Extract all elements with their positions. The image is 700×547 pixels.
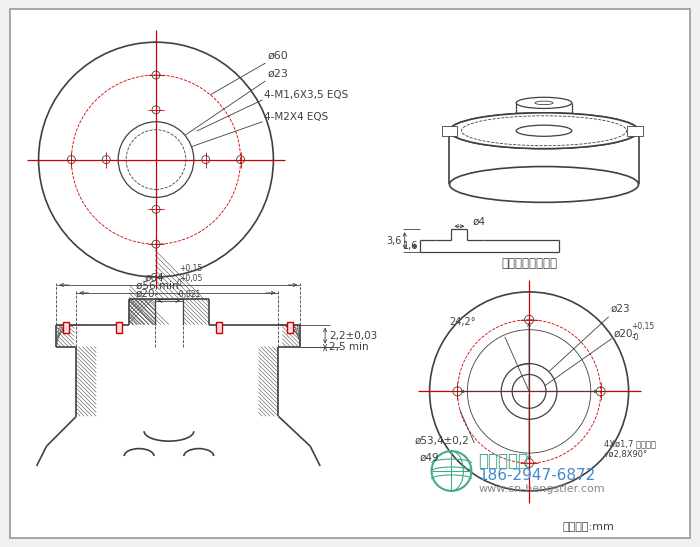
Text: ø4: ø4 xyxy=(473,216,485,226)
Text: 0
-0,021: 0 -0,021 xyxy=(177,280,202,299)
Text: 24,2°: 24,2° xyxy=(449,317,476,327)
Bar xyxy=(442,126,458,136)
Ellipse shape xyxy=(516,97,572,108)
Text: ø20-: ø20- xyxy=(135,289,159,299)
Text: ø60: ø60 xyxy=(267,51,288,61)
Text: 尺寸单位:mm: 尺寸单位:mm xyxy=(563,522,615,532)
Ellipse shape xyxy=(516,125,572,136)
Bar xyxy=(116,322,122,333)
Text: 1,6: 1,6 xyxy=(402,241,418,251)
Text: 4Xø1,7 均匀分布
√ø2,8X90°: 4Xø1,7 均匀分布 √ø2,8X90° xyxy=(603,439,656,458)
Text: ø53,4±0,2: ø53,4±0,2 xyxy=(414,436,470,446)
Text: 动盘轴向螺栓安装: 动盘轴向螺栓安装 xyxy=(501,257,557,270)
Text: ø64: ø64 xyxy=(144,273,164,283)
Text: 2,2±0,03: 2,2±0,03 xyxy=(329,331,377,341)
Text: ø56 min: ø56 min xyxy=(136,281,178,291)
Text: ø23: ø23 xyxy=(610,304,630,314)
Text: +0,15
+0,05: +0,15 +0,05 xyxy=(179,264,202,283)
Bar xyxy=(287,322,293,333)
Ellipse shape xyxy=(449,113,638,149)
Text: ø49: ø49 xyxy=(419,453,440,463)
Bar xyxy=(216,322,222,333)
Text: ø23: ø23 xyxy=(267,69,288,79)
Text: 2,5 min: 2,5 min xyxy=(329,342,369,352)
Text: www.cn-hengstler.com: www.cn-hengstler.com xyxy=(478,484,605,494)
Text: 3,6: 3,6 xyxy=(387,236,402,246)
Text: 4-M2X4 EQS: 4-M2X4 EQS xyxy=(265,112,329,122)
Bar xyxy=(64,322,69,333)
Text: +0,15
-0: +0,15 -0 xyxy=(631,322,654,342)
Text: 4-M1,6X3,5 EQS: 4-M1,6X3,5 EQS xyxy=(265,90,349,100)
Text: 186-2947-6872: 186-2947-6872 xyxy=(478,468,596,484)
Text: 西安德伍拓: 西安德伍拓 xyxy=(478,452,528,470)
Bar xyxy=(626,126,643,136)
Text: ø20-: ø20- xyxy=(614,329,637,339)
